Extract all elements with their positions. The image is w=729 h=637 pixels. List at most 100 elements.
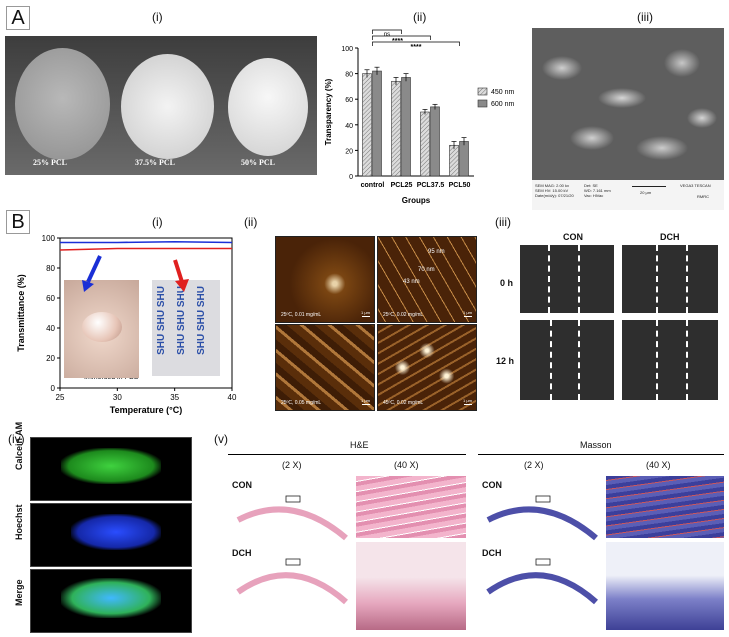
panel-b-letter: B [6,210,30,234]
line-xtick: 40 [228,393,237,402]
pbs-text-photo: SHU SHU SHU SHU SHU SHU SHU SHU SHU [152,280,220,376]
bar-legend-swatch-0 [477,87,488,96]
masson-mag-2x: (2 X) [524,460,544,470]
afm-note-95: 95 nm [428,249,445,255]
afm-caption-2: 25ºC, 0.02 mg/mL [383,312,424,318]
sem-brand: VEGA3 TESCAN [680,183,711,188]
line-ylabel: Transmittance (%) [16,274,26,352]
bar-xtick: PCL37.5 [417,182,445,189]
conf-row-calcein: Calcein AM [14,421,24,470]
line-plot-frame [59,237,233,389]
bar-PCL25-1 [401,77,411,177]
afm-image-3: 25ºC, 0.05 mg/mL 1 μm [275,324,375,411]
wound-dch-12h [622,320,718,400]
afm-scale-3: 1 μm [361,398,370,403]
he-40x-dch [356,542,466,630]
dish-50 [228,58,308,156]
dish-label-37: 37.5% PCL [135,158,175,167]
afm-note-43: 43 nm [403,279,420,285]
sem-scale: 20 μm [640,190,652,195]
wound-col-dch: DCH [660,232,680,242]
bar-ylabel: Transparency (%) [324,78,333,145]
he-divider [228,454,466,455]
panel-b-ii-label: (ii) [244,215,258,229]
afm-caption-3: 25ºC, 0.05 mg/mL [281,400,322,406]
panel-v-label: (v) [214,432,228,446]
sem-texture [532,28,724,180]
conf-row-merge: Merge [14,579,24,606]
bar-xlabel: Groups [402,196,431,205]
water-drop-photo [64,280,139,378]
line-xlabel: Temperature (°C) [110,405,182,415]
conf-row-hoechst: Hoechst [14,504,24,540]
bar-ytick: 100 [341,46,353,53]
line-ytick: 80 [46,264,55,273]
he-mag-40x: (40 X) [394,460,419,470]
inset-arrows [82,255,189,292]
confocal-calcein [30,437,192,501]
sem-info-mag: SEM MAG: 2.00 kx [535,183,570,188]
he-2x-tissue [236,495,348,605]
sem-info-bar: SEM MAG: 2.00 kx SEM HV: 15.00 kV Date(m… [532,180,724,210]
he-mag-2x: (2 X) [282,460,302,470]
wound-row-0h: 0 h [500,278,514,288]
afm-note-70: 70 nm [418,267,435,273]
sig-ns: ns [384,32,390,38]
bar-legend-swatch-1 [477,99,488,108]
line-ytick: 0 [51,384,56,393]
line-ytick: 40 [46,324,55,333]
bar-ytick: 0 [349,174,353,181]
sig-star-2: **** [411,44,422,51]
bar-legend-1: 600 nm [491,101,515,108]
photo-text-2: SHU SHU SHU [176,286,187,355]
masson-40x-con [606,476,724,538]
line-xtick: 35 [170,393,179,402]
sem-info-hv: SEM HV: 15.00 kV [535,188,569,193]
panel-a-ii-label: (ii) [413,10,427,24]
dish-25 [15,48,110,160]
wound-row-12h: 12 h [496,356,515,366]
wound-dch-0h [622,245,718,313]
afm-scale-1: 1 μm [361,310,370,315]
afm-scale-2: 1 μm [463,310,472,315]
sem-info-det: Det: SE [584,183,598,188]
bar-ytick: 40 [345,123,353,130]
line-xtick: 25 [56,393,65,402]
group-he: H&E [350,440,369,450]
dish-label-50: 50% PCL [241,158,275,167]
sem-info-date: Date(m/d/y): 07/21/20 [535,193,574,198]
bar-PCL50-1 [459,141,469,177]
dish-label-25: 25% PCL [33,158,67,167]
masson-row-dch: DCH [482,548,502,558]
group-masson: Masson [580,440,612,450]
bar-control-1 [372,70,382,177]
he-row-dch: DCH [232,548,252,558]
masson-40x-dch [606,542,724,630]
line-series-1 [59,247,232,251]
photo-text-3: SHU SHU SHU [196,286,207,355]
panel-b-iii-label: (iii) [495,215,511,229]
sig-bracket [372,29,402,34]
he-40x-con [356,476,466,538]
masson-divider [478,454,724,455]
line-ytick: 100 [42,234,56,243]
sem-info-vac: Vac: HiVac [584,193,604,198]
line-ytick: 20 [46,354,55,363]
masson-2x-tissue [486,495,598,605]
confocal-merge [30,569,192,633]
sig-bracket [372,41,460,46]
bar-ytick: 20 [345,148,353,155]
afm-caption-4: 45ºC, 0.02 mg/mL [383,400,424,406]
confocal-hoechst [30,503,192,567]
bar-control-0 [362,73,372,177]
bar-xtick: PCL25 [391,182,413,189]
wound-con-12h [520,320,614,400]
wound-col-con: CON [563,232,583,242]
bar-xtick: PCL50 [449,182,471,189]
afm-image-2: 95 nm 70 nm 43 nm 25ºC, 0.02 mg/mL 1 μm [377,236,477,323]
panel-iv-label: (iv) [8,432,25,446]
bar-PCL37.5-0 [420,111,430,177]
afm-image-4: 45ºC, 0.02 mg/mL 1 μm [377,324,477,411]
afm-scale-4: 1 μm [463,398,472,403]
afm-caption-1: 25ºC, 0.01 mg/mL [281,312,322,318]
